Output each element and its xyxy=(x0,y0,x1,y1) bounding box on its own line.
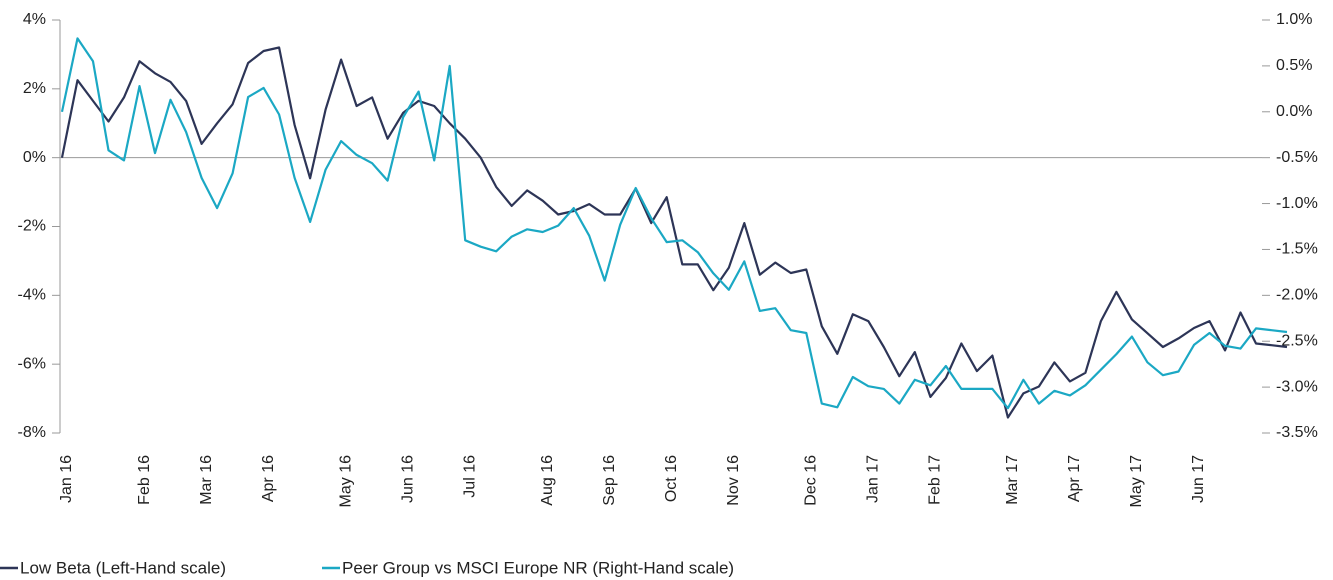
legend-label: Low Beta (Left-Hand scale) xyxy=(20,558,226,577)
x-tick-label: Feb 16 xyxy=(136,455,153,505)
x-tick-label: Jan 16 xyxy=(58,455,75,503)
y2-tick-label: -1.5% xyxy=(1276,241,1318,258)
series-line xyxy=(60,37,1288,410)
y2-tick-label: 1.0% xyxy=(1276,11,1312,28)
y-tick-label: -8% xyxy=(18,424,46,441)
x-tick-label: May 17 xyxy=(1128,455,1145,508)
y2-tick-label: -3.0% xyxy=(1276,378,1318,395)
x-tick-label: Apr 16 xyxy=(260,455,277,502)
y-tick-label: 2% xyxy=(23,80,46,97)
x-tick-label: Oct 16 xyxy=(663,455,680,502)
x-tick-label: Mar 17 xyxy=(1004,455,1021,505)
x-tick-label: Apr 17 xyxy=(1066,455,1083,502)
y2-tick-label: -1.0% xyxy=(1276,195,1318,212)
y2-tick-label: 0.5% xyxy=(1276,57,1312,74)
y-tick-label: -4% xyxy=(18,287,46,304)
x-tick-label: Aug 16 xyxy=(539,455,556,506)
x-tick-label: Jul 16 xyxy=(461,455,478,498)
x-tick-label: Nov 16 xyxy=(725,455,742,506)
y2-tick-label: -2.5% xyxy=(1276,332,1318,349)
y-tick-label: -6% xyxy=(18,355,46,372)
x-tick-label: Sep 16 xyxy=(601,455,618,506)
y2-tick-label: -2.0% xyxy=(1276,287,1318,304)
x-tick-label: May 16 xyxy=(337,455,354,508)
x-tick-label: Jun 16 xyxy=(399,455,416,503)
y-tick-label: 0% xyxy=(23,149,46,166)
legend-label: Peer Group vs MSCI Europe NR (Right-Hand… xyxy=(342,558,734,577)
y2-tick-label: 0.0% xyxy=(1276,103,1312,120)
x-tick-label: Feb 17 xyxy=(927,455,944,505)
x-tick-label: Dec 16 xyxy=(803,455,820,506)
x-tick-label: Jun 17 xyxy=(1190,455,1207,503)
y2-tick-label: -3.5% xyxy=(1276,424,1318,441)
x-tick-label: Jan 17 xyxy=(865,455,882,503)
y-tick-label: -2% xyxy=(18,218,46,235)
y-tick-label: 4% xyxy=(23,11,46,28)
series-line xyxy=(60,46,1288,419)
y2-tick-label: -0.5% xyxy=(1276,149,1318,166)
x-tick-label: Mar 16 xyxy=(198,455,215,505)
